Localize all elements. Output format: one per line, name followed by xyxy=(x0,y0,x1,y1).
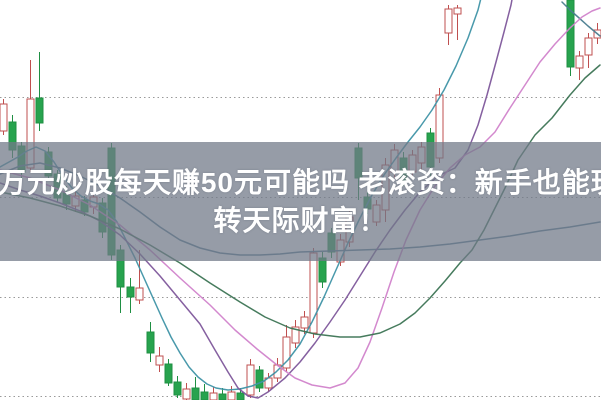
candle-up xyxy=(246,364,255,396)
candle-up xyxy=(0,103,8,132)
candle-up xyxy=(309,252,318,334)
candle-down xyxy=(35,97,44,124)
candle-up xyxy=(182,388,191,400)
candle-up xyxy=(227,391,236,400)
candle-down xyxy=(255,369,264,389)
candle-down xyxy=(566,0,575,68)
candle-up xyxy=(453,7,462,15)
candle-up xyxy=(575,55,584,69)
candle-down xyxy=(173,381,182,396)
candle-down xyxy=(318,257,327,283)
candle-up xyxy=(155,355,164,366)
headline-line-1: 2万元炒股每天赚50元可能吗 老滚资：新手也能玩 xyxy=(0,166,601,198)
candle-down xyxy=(236,392,245,400)
headline-banner: 2万元炒股每天赚50元可能吗 老滚资：新手也能玩 转天际财富！ xyxy=(0,142,601,261)
candle-up xyxy=(282,336,291,369)
candle-up xyxy=(135,287,144,301)
candle-down xyxy=(191,387,200,400)
candle-up xyxy=(209,392,218,400)
candle-up xyxy=(300,316,309,329)
ma-pink xyxy=(0,7,601,389)
candle-down xyxy=(200,391,209,400)
ma-fast-cyan-tail xyxy=(561,1,601,37)
candle-up xyxy=(291,326,300,344)
candle-down xyxy=(146,331,155,354)
candle-up xyxy=(584,37,593,56)
candle-down xyxy=(126,286,135,298)
candle-down xyxy=(218,393,227,400)
candle-up xyxy=(444,8,453,34)
headline-line-2: 转天际财富！ xyxy=(213,204,388,236)
candle-down xyxy=(164,363,173,384)
